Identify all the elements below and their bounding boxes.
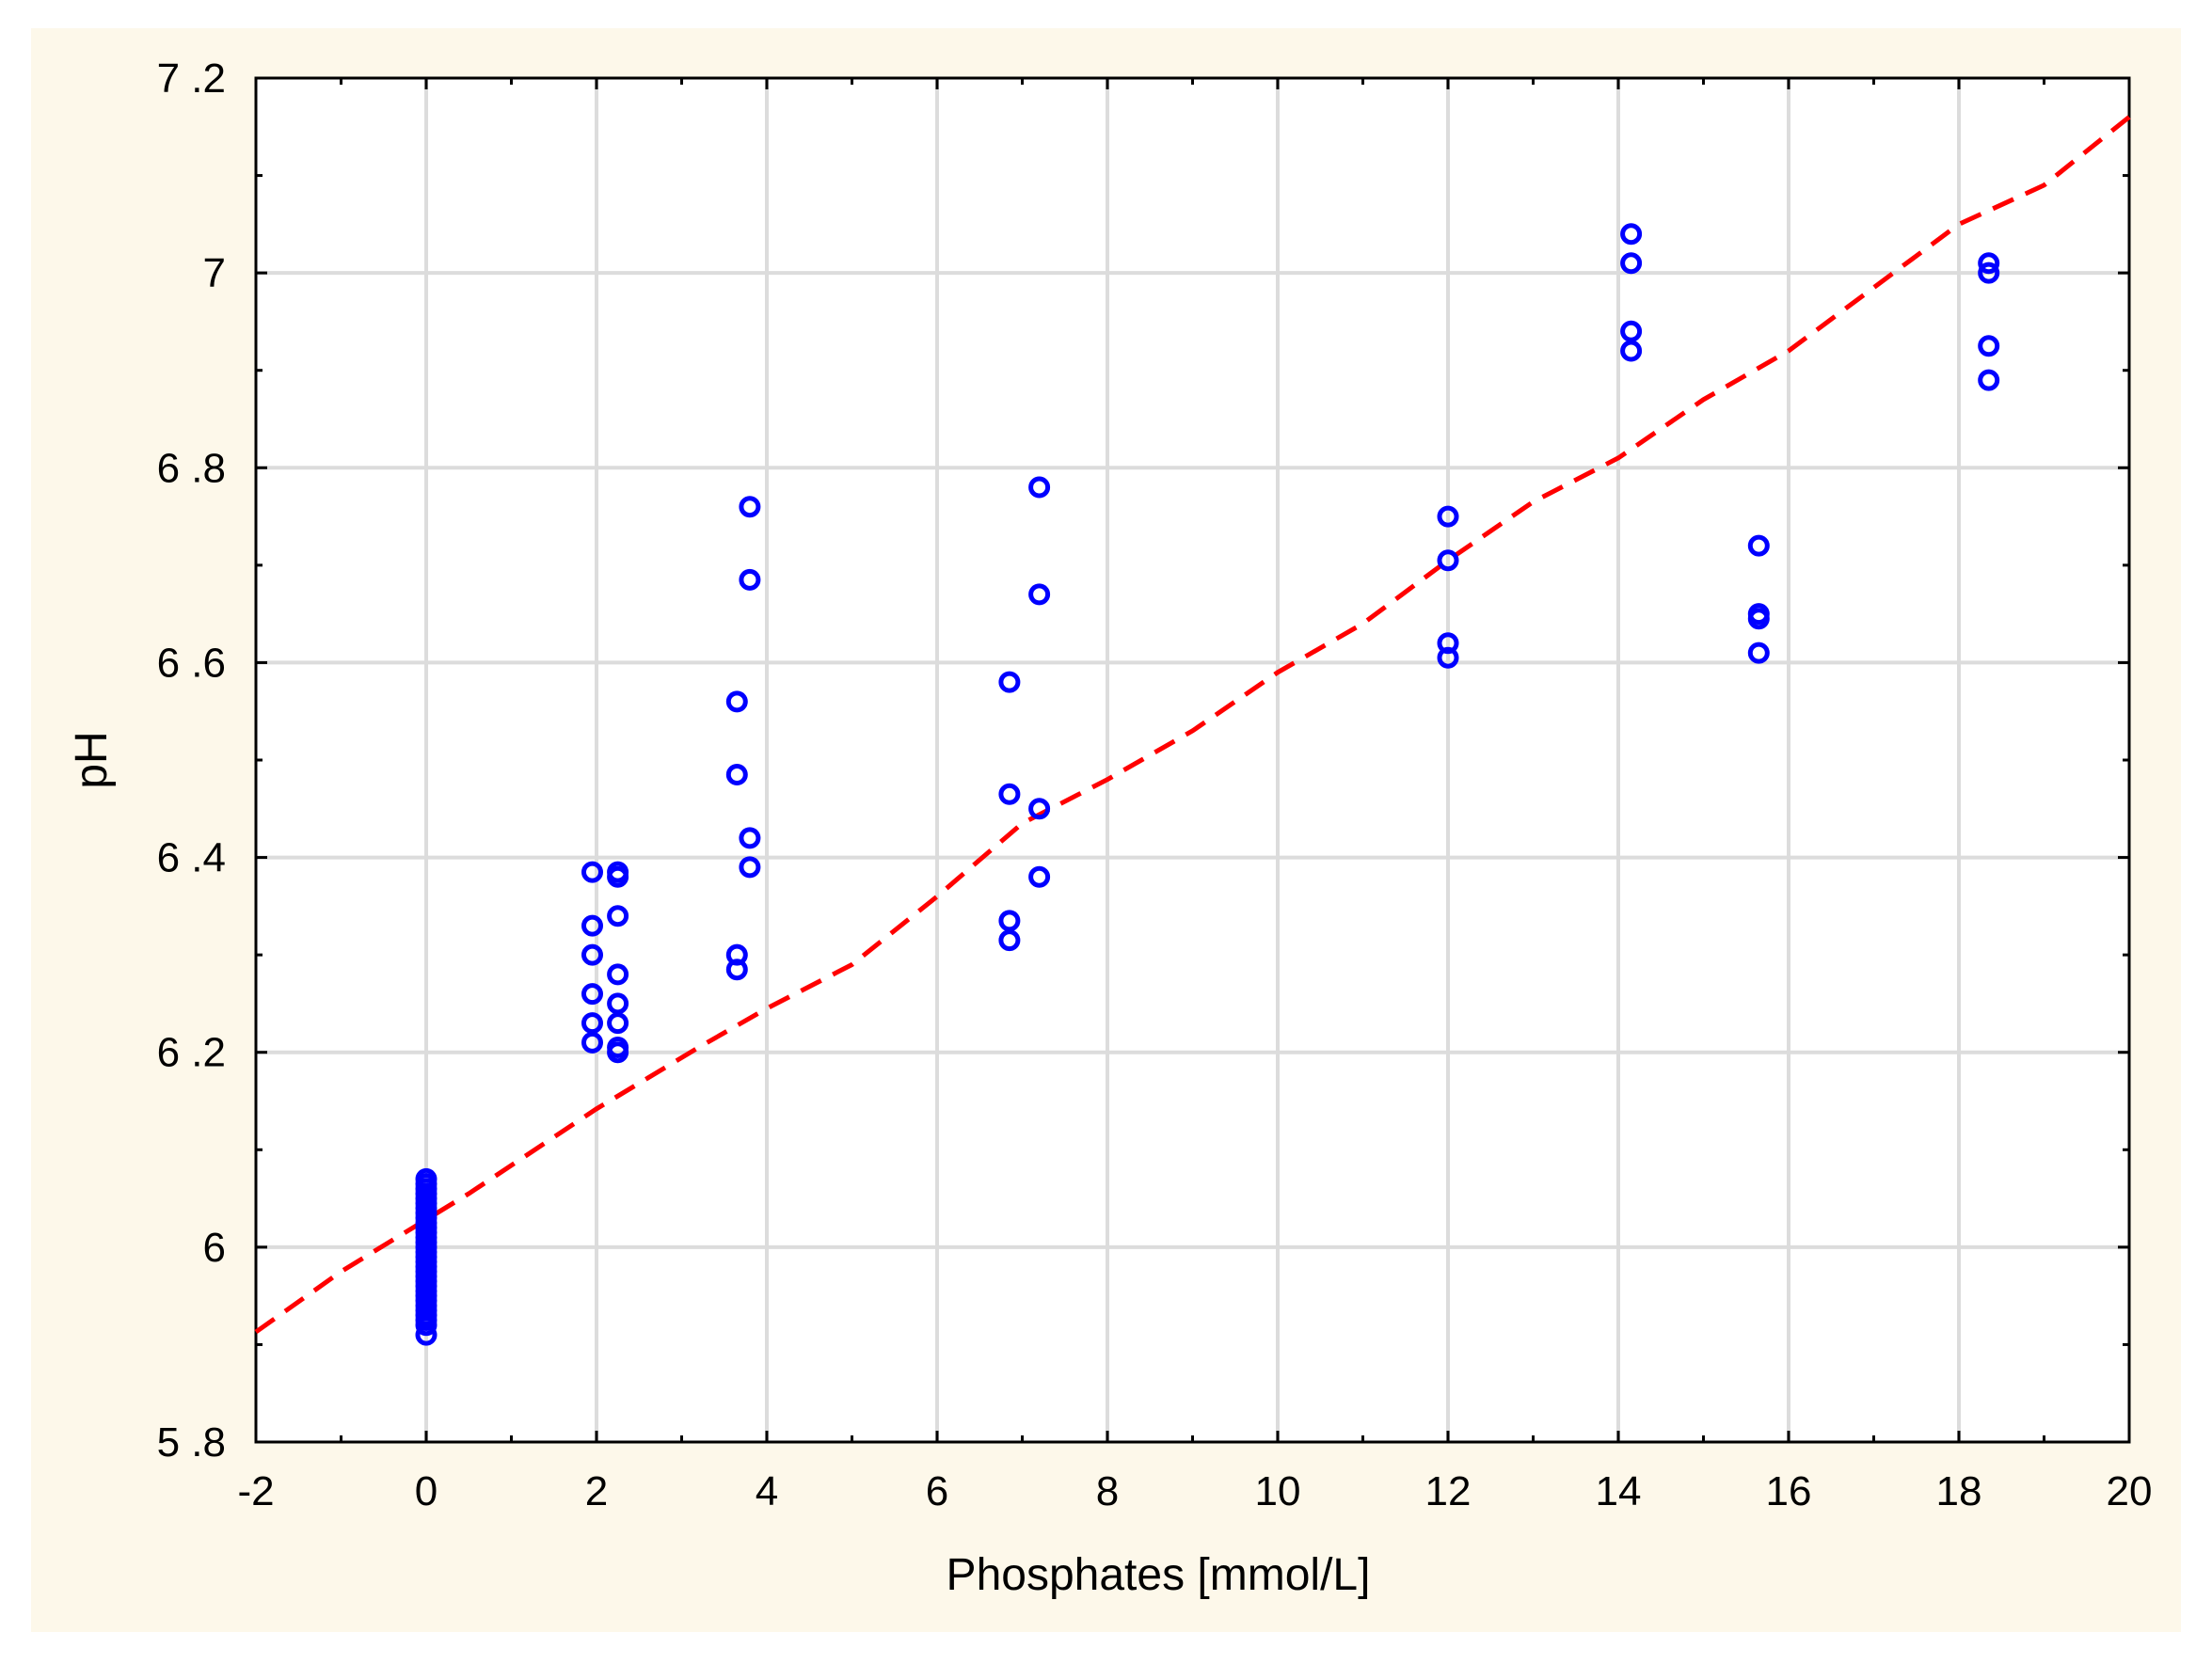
data-point bbox=[1028, 476, 1051, 499]
data-point bbox=[581, 943, 603, 966]
data-point bbox=[1747, 642, 1770, 664]
data-point bbox=[1978, 252, 2000, 275]
data-point bbox=[581, 1031, 603, 1054]
data-point bbox=[1978, 369, 2000, 391]
data-point bbox=[1028, 583, 1051, 606]
axes bbox=[254, 76, 2131, 1444]
x-axis-title: Phosphates [mmol/L] bbox=[947, 1550, 1371, 1600]
y-tick-label: 7 .2 bbox=[157, 55, 226, 102]
plot-frame bbox=[254, 76, 2131, 1444]
fit-line-layer bbox=[254, 115, 2131, 1335]
y-tick-label: 7 bbox=[203, 250, 226, 296]
x-tick-label: 16 bbox=[1766, 1468, 1812, 1514]
data-point bbox=[725, 690, 748, 713]
data-point bbox=[1620, 223, 1643, 246]
y-tick-labels: 5 .8 6 6 .2 6 .4 6 .6 6 .8 7 7 .2 bbox=[157, 55, 226, 1466]
y-tick-label: 5 .8 bbox=[157, 1419, 226, 1466]
data-point bbox=[607, 1012, 629, 1035]
data-point bbox=[1437, 549, 1459, 572]
data-point bbox=[1437, 505, 1459, 528]
data-point bbox=[1978, 261, 2000, 284]
x-tick-label: 0 bbox=[415, 1468, 438, 1514]
points-layer bbox=[415, 223, 2000, 1346]
data-point bbox=[415, 1323, 438, 1346]
x-tick-label: 4 bbox=[756, 1468, 778, 1514]
data-point bbox=[581, 914, 603, 937]
data-point bbox=[998, 783, 1021, 805]
data-point bbox=[607, 905, 629, 927]
y-tick-label: 6 .6 bbox=[157, 640, 226, 686]
data-point bbox=[725, 764, 748, 785]
data-point bbox=[607, 992, 629, 1015]
data-point bbox=[415, 1314, 438, 1337]
data-point bbox=[581, 861, 603, 883]
data-point bbox=[607, 865, 629, 888]
x-tick-label: 20 bbox=[2107, 1468, 2153, 1514]
y-tick-label: 6 .2 bbox=[157, 1030, 226, 1076]
y-axis-title: pH bbox=[67, 731, 117, 788]
data-point bbox=[1028, 798, 1051, 820]
data-point bbox=[607, 1041, 629, 1064]
data-point bbox=[1978, 335, 2000, 357]
data-point bbox=[1620, 340, 1643, 362]
data-point bbox=[607, 963, 629, 986]
data-point bbox=[1747, 534, 1770, 557]
x-tick-label: 8 bbox=[1096, 1468, 1119, 1514]
data-point bbox=[581, 1012, 603, 1035]
data-point bbox=[998, 910, 1021, 932]
data-point bbox=[1028, 865, 1051, 888]
data-point bbox=[739, 496, 761, 518]
data-point bbox=[1620, 320, 1643, 342]
data-point bbox=[739, 568, 761, 591]
plot-area bbox=[256, 78, 2129, 1442]
data-point bbox=[581, 983, 603, 1006]
grid bbox=[256, 78, 2129, 1442]
x-tick-label: 14 bbox=[1596, 1468, 1642, 1514]
data-point bbox=[1620, 252, 1643, 275]
data-point bbox=[998, 671, 1021, 693]
data-point bbox=[725, 959, 748, 981]
y-tick-label: 6 bbox=[203, 1225, 226, 1271]
x-tick-label: 10 bbox=[1255, 1468, 1301, 1514]
fit-line bbox=[254, 115, 2131, 1335]
x-tick-label: -2 bbox=[237, 1468, 274, 1514]
x-tick-label: 12 bbox=[1425, 1468, 1472, 1514]
y-tick-label: 6 .4 bbox=[157, 835, 226, 881]
data-point bbox=[1437, 646, 1459, 669]
data-point bbox=[739, 856, 761, 879]
data-point bbox=[739, 827, 761, 849]
data-point bbox=[1747, 608, 1770, 630]
x-tick-label: 6 bbox=[926, 1468, 948, 1514]
x-tick-label: 2 bbox=[585, 1468, 608, 1514]
data-point bbox=[998, 929, 1021, 952]
x-tick-labels: -2 0 2 4 6 8 10 12 14 16 18 20 bbox=[237, 1468, 2152, 1514]
x-tick-label: 18 bbox=[1936, 1468, 1982, 1514]
y-tick-label: 6 .8 bbox=[157, 445, 226, 491]
